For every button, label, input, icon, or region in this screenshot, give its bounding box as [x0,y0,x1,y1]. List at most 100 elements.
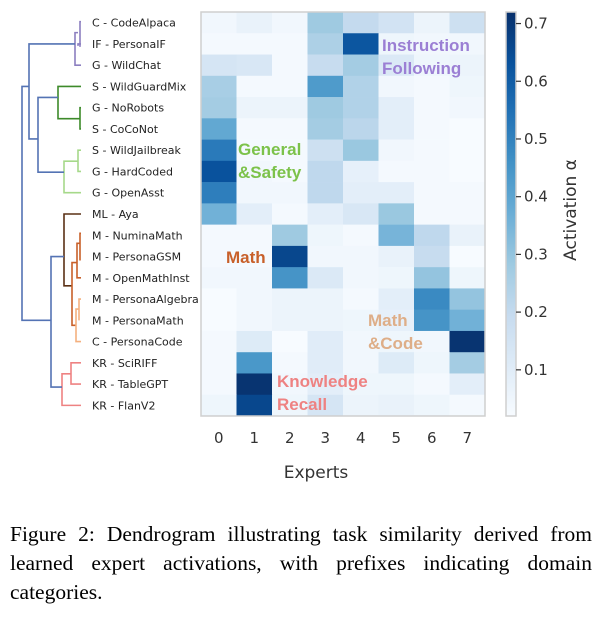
heatmap-cell-r0-c1 [236,12,273,34]
heatmap-cell-r14-c5 [378,309,415,332]
heatmap-cell-r18-c0 [201,394,237,417]
heatmap-cell-r12-c1 [236,267,273,289]
colorbar-tick-label: 0.1 [524,361,548,379]
heatmap-cell-r5-c4 [343,118,379,140]
heatmap-cell-r2-c0 [201,54,237,77]
heatmap-cell-r14-c2 [272,309,308,332]
colorbar-tick-label: 0.5 [524,130,548,148]
heatmap-cell-r7-c6 [414,160,450,183]
heatmap-cell-r6-c2 [272,139,308,162]
heatmap-cell-r3-c6 [414,75,450,98]
heatmap-cell-r0-c6 [414,12,450,34]
heatmap-cell-r18-c5 [378,394,415,417]
heatmap-cell-r8-c4 [343,182,379,204]
annotation-0-line-1: Following [382,59,461,78]
heatmap-cell-r5-c2 [272,118,308,140]
row-label: G - NoRobots [92,102,164,115]
annotation-0-line-0: Instruction [382,36,470,55]
dendro-link [71,261,77,327]
heatmap-cell-r18-c6 [414,394,450,417]
heatmap-cell-r4-c7 [449,97,486,119]
heatmap-cell-r15-c2 [272,330,308,353]
heatmap-cell-r15-c5 [378,330,415,353]
x-tick-label: 7 [462,429,472,447]
heatmap-cell-r1-c0 [201,33,237,55]
heatmap-cell-r4-c5 [378,97,415,119]
heatmap-cell-r11-c6 [414,245,450,268]
heatmap-cell-r1-c4 [343,33,379,55]
heatmap-cell-r4-c6 [414,97,450,119]
heatmap-cell-r11-c3 [307,245,344,268]
heatmap-cell-r5-c3 [307,118,344,140]
heatmap-cell-r7-c1 [236,160,273,183]
heatmap-cell-r7-c5 [378,160,415,183]
dendro-link [28,43,75,140]
row-label: M - OpenMathInst [92,272,190,285]
x-axis-label: Experts [284,463,349,483]
heatmap-cell-r12-c3 [307,267,344,289]
heatmap-cell-r5-c1 [236,118,273,140]
heatmap-cell-r8-c1 [236,182,273,204]
colorbar-tick-label: 0.3 [524,245,548,263]
row-label: KR - TableGPT [92,378,168,391]
dendro-link [79,106,81,130]
annotation-2-line-0: Math [226,248,266,267]
row-label: ML - Aya [92,208,139,221]
heatmap-cell-r13-c1 [236,288,273,310]
colorbar-tick-label: 0.7 [524,15,548,33]
heatmap-cell-r10-c4 [343,224,379,247]
annotation-1-line-0: General [238,140,301,159]
row-label: S - WildGuardMix [92,80,187,93]
row-label: M - PersonaMath [92,314,184,327]
dendro-link [77,149,81,173]
heatmap-cell-r9-c1 [236,203,273,225]
heatmap-cell-r3-c0 [201,75,237,98]
heatmap-cell-r6-c5 [378,139,415,162]
heatmap-cell-r0-c0 [201,12,237,34]
heatmap-cell-r13-c7 [449,288,486,310]
heatmap-cells [201,12,486,417]
colorbar-label: Activation α [561,159,581,261]
annotation-4-line-1: Recall [277,395,327,414]
heatmap-cell-r5-c7 [449,118,486,140]
x-tick-label: 6 [427,429,437,447]
heatmap-cell-r14-c1 [236,309,273,332]
heatmap-cell-r8-c3 [307,182,344,204]
heatmap-cell-r7-c0 [201,160,237,183]
heatmap-cell-r16-c2 [272,352,308,374]
dendro-link [21,85,51,322]
colorbar-ticks: 0.1 0.2 0.3 0.4 0.5 0.6 0.7 [516,15,548,379]
row-label: S - CoCoNot [92,123,159,136]
annotation-3-line-1: &Code [368,334,423,353]
heatmap-cell-r17-c0 [201,373,237,396]
heatmap-cell-r7-c2 [272,160,308,183]
heatmap-cell-r16-c3 [307,352,344,374]
heatmap-cell-r3-c5 [378,75,415,98]
heatmap-cell-r11-c1 [236,245,273,268]
heatmap-cell-r11-c5 [378,245,415,268]
heatmap-cell-r5-c5 [378,118,415,140]
x-tick-label: 3 [320,429,330,447]
annotation-3-line-0: Math [368,311,408,330]
x-tick-label: 2 [285,429,295,447]
figure-canvas: C - CodeAlpaca IF - PersonaIF G - WildChat… [21,11,581,483]
heatmap-cell-r6-c1 [236,139,273,162]
heatmap-cell-r1-c2 [272,33,308,55]
row-label: KR - FlanV2 [92,399,155,412]
heatmap-cell-r0-c4 [343,12,379,34]
heatmap-cell-r17-c6 [414,373,450,396]
heatmap-cell-r1-c6 [414,33,450,55]
heatmap-cell-r17-c2 [272,373,308,396]
heatmap-cell-r2-c3 [307,54,344,77]
dendro-link [76,242,81,279]
heatmap-cell-r14-c0 [201,309,237,332]
x-tick-labels: 0 1 2 3 4 5 6 7 [214,429,472,447]
heatmap-cell-r9-c3 [307,203,344,225]
heatmap-cell-r14-c4 [343,309,379,332]
heatmap-cell-r6-c6 [414,139,450,162]
row-label: S - WildJailbreak [92,144,182,157]
heatmap-cell-r7-c4 [343,160,379,183]
heatmap-cell-r4-c2 [272,97,308,119]
heatmap-cell-r15-c1 [236,330,273,353]
row-label: C - PersonaCode [92,336,183,349]
